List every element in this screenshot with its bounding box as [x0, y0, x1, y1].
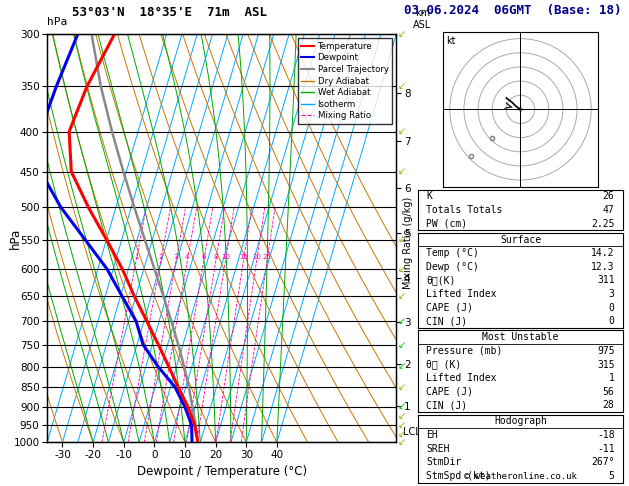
- Text: 975: 975: [597, 346, 615, 356]
- Text: ↙: ↙: [398, 126, 405, 137]
- Text: 47: 47: [603, 205, 615, 215]
- Text: ↙: ↙: [398, 420, 405, 430]
- X-axis label: Dewpoint / Temperature (°C): Dewpoint / Temperature (°C): [136, 466, 307, 478]
- Text: 315: 315: [597, 360, 615, 369]
- Text: ↙: ↙: [398, 437, 405, 447]
- Text: 20: 20: [252, 255, 261, 260]
- Text: 53°03'N  18°35'E  71m  ASL: 53°03'N 18°35'E 71m ASL: [72, 6, 267, 18]
- Text: CAPE (J): CAPE (J): [426, 387, 474, 397]
- Text: 2: 2: [159, 255, 163, 260]
- Text: ↙: ↙: [398, 264, 405, 274]
- Text: 26: 26: [603, 191, 615, 201]
- Text: 15: 15: [239, 255, 248, 260]
- Text: Lifted Index: Lifted Index: [426, 373, 497, 383]
- Text: SREH: SREH: [426, 444, 450, 453]
- Text: CAPE (J): CAPE (J): [426, 303, 474, 312]
- Text: Pressure (mb): Pressure (mb): [426, 346, 503, 356]
- Text: StmSpd (kt): StmSpd (kt): [426, 471, 491, 481]
- Text: LCL: LCL: [403, 427, 421, 437]
- Text: Most Unstable: Most Unstable: [482, 332, 559, 342]
- Text: ↙: ↙: [398, 291, 405, 301]
- Text: θᴇ(K): θᴇ(K): [426, 276, 456, 285]
- Text: 1: 1: [609, 373, 615, 383]
- Text: 267°: 267°: [591, 457, 615, 467]
- Text: 14.2: 14.2: [591, 248, 615, 258]
- Text: hPa: hPa: [47, 17, 67, 27]
- Text: Temp (°C): Temp (°C): [426, 248, 479, 258]
- Text: ↙: ↙: [398, 340, 405, 350]
- Text: θᴇ (K): θᴇ (K): [426, 360, 462, 369]
- Text: 03.06.2024  06GMT  (Base: 18): 03.06.2024 06GMT (Base: 18): [404, 4, 621, 17]
- Text: © weatheronline.co.uk: © weatheronline.co.uk: [464, 472, 577, 481]
- Text: ↙: ↙: [398, 382, 405, 392]
- Text: 12.3: 12.3: [591, 262, 615, 272]
- Text: -18: -18: [597, 430, 615, 440]
- Text: kt: kt: [446, 36, 455, 46]
- Text: Hodograph: Hodograph: [494, 417, 547, 426]
- Text: Totals Totals: Totals Totals: [426, 205, 503, 215]
- Text: ↙: ↙: [398, 316, 405, 326]
- Legend: Temperature, Dewpoint, Parcel Trajectory, Dry Adiabat, Wet Adiabat, Isotherm, Mi: Temperature, Dewpoint, Parcel Trajectory…: [298, 38, 392, 124]
- Text: Surface: Surface: [500, 235, 541, 244]
- Text: -11: -11: [597, 444, 615, 453]
- Text: 8: 8: [214, 255, 218, 260]
- Text: ↙: ↙: [398, 362, 405, 372]
- Text: 3: 3: [174, 255, 179, 260]
- Text: CIN (J): CIN (J): [426, 316, 467, 326]
- Text: hPa: hPa: [9, 227, 22, 249]
- Text: EH: EH: [426, 430, 438, 440]
- Text: 3: 3: [609, 289, 615, 299]
- Text: 5: 5: [609, 471, 615, 481]
- Text: 0: 0: [609, 316, 615, 326]
- Text: ↙: ↙: [398, 401, 405, 412]
- Text: 56: 56: [603, 387, 615, 397]
- Text: ↙: ↙: [398, 81, 405, 91]
- Text: ↙: ↙: [398, 167, 405, 176]
- Text: Mixing Ratio (g/kg): Mixing Ratio (g/kg): [403, 197, 413, 289]
- Text: Dewp (°C): Dewp (°C): [426, 262, 479, 272]
- Text: 4: 4: [185, 255, 189, 260]
- Text: 6: 6: [201, 255, 206, 260]
- Text: StmDir: StmDir: [426, 457, 462, 467]
- Text: 1: 1: [134, 255, 138, 260]
- Text: K: K: [426, 191, 432, 201]
- Text: 0: 0: [609, 303, 615, 312]
- Text: ↙: ↙: [398, 429, 405, 439]
- Text: Lifted Index: Lifted Index: [426, 289, 497, 299]
- Text: 28: 28: [603, 400, 615, 410]
- Text: CIN (J): CIN (J): [426, 400, 467, 410]
- Text: 25: 25: [263, 255, 272, 260]
- Text: ↙: ↙: [398, 29, 405, 39]
- Text: PW (cm): PW (cm): [426, 219, 467, 228]
- Text: 2.25: 2.25: [591, 219, 615, 228]
- Text: km
ASL: km ASL: [413, 8, 431, 30]
- Text: ↙: ↙: [398, 235, 405, 244]
- Text: 311: 311: [597, 276, 615, 285]
- Text: 10: 10: [221, 255, 230, 260]
- Text: ↙: ↙: [398, 411, 405, 421]
